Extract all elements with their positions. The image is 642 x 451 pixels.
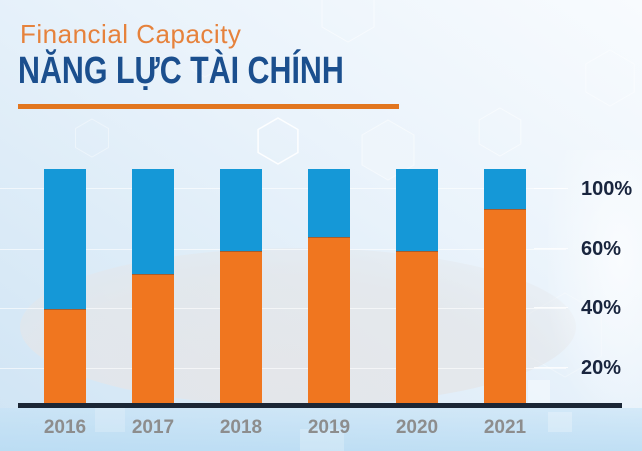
orange-segment xyxy=(220,251,262,403)
y-tick-label-40pct: 40% xyxy=(581,297,622,319)
blue-segment xyxy=(396,169,438,251)
year-label-2019: 2019 xyxy=(307,417,351,438)
bar-2020 xyxy=(396,169,438,403)
bar-2019 xyxy=(308,169,350,403)
year-label-2021: 2021 xyxy=(483,417,527,438)
orange-segment xyxy=(396,251,438,403)
year-label-2020: 2020 xyxy=(395,417,439,438)
subtitle-english: Financial Capacity xyxy=(20,19,242,49)
tick-mark xyxy=(534,307,568,308)
y-tick-label-100pct: 100% xyxy=(581,178,633,200)
page-title: NĂNG LỰC TÀI CHÍNH xyxy=(18,50,344,92)
orange-segment xyxy=(44,309,86,403)
blue-segment xyxy=(220,169,262,251)
bar-2021 xyxy=(484,169,526,403)
year-label-2017: 2017 xyxy=(131,417,175,438)
bar-2017 xyxy=(132,169,174,403)
blue-segment xyxy=(44,169,86,309)
title-underline xyxy=(18,104,399,109)
year-label-2018: 2018 xyxy=(219,417,263,438)
orange-segment xyxy=(484,209,526,403)
blue-segment xyxy=(132,169,174,274)
tick-mark xyxy=(534,248,568,249)
year-label-2016: 2016 xyxy=(43,417,87,438)
y-tick-label-60pct: 60% xyxy=(581,238,622,260)
blue-segment xyxy=(308,169,350,237)
tick-mark xyxy=(534,188,568,189)
blue-segment xyxy=(484,169,526,209)
tick-mark xyxy=(534,367,568,368)
x-axis-line xyxy=(18,403,622,408)
orange-segment xyxy=(132,274,174,403)
orange-segment xyxy=(308,237,350,403)
bar-2016 xyxy=(44,169,86,403)
bar-2018 xyxy=(220,169,262,403)
y-tick-label-20pct: 20% xyxy=(581,357,622,379)
